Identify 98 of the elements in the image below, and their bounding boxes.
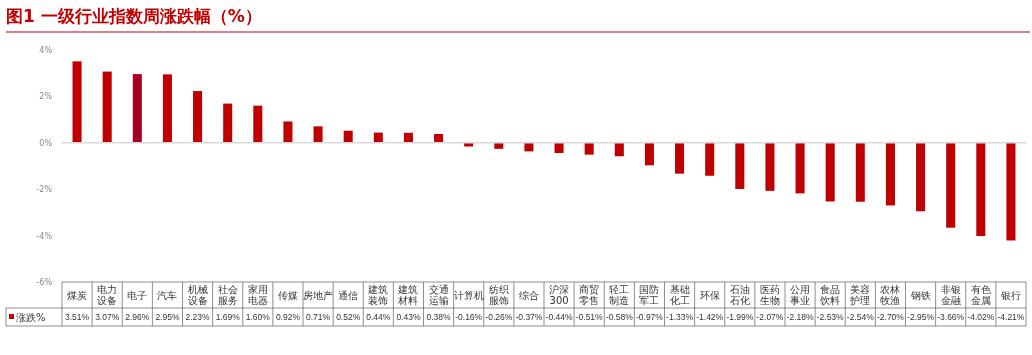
x-tick-label: 计算机 [453, 289, 484, 301]
x-tick-label: 美容护理 [849, 284, 871, 306]
x-tick-label: 国防军工 [639, 284, 660, 306]
bar [675, 142, 685, 174]
y-tick-label: -4% [36, 231, 53, 241]
x-tick-label: 食品饮料 [819, 284, 841, 306]
data-label: -2.95% [907, 312, 935, 322]
data-label: 0.38% [426, 312, 452, 322]
bar [283, 121, 293, 143]
x-tick-label: 电力设备 [97, 284, 118, 306]
data-label: 2.96% [125, 312, 150, 322]
x-tick-label: 交通运输 [428, 284, 449, 306]
bar [1006, 142, 1016, 241]
chart-title: 图1 一级行业指数周涨跌幅（%） [6, 6, 262, 26]
bar [644, 142, 654, 166]
data-label: -3.66% [937, 312, 965, 322]
x-tick-label: 非银金融 [940, 284, 961, 306]
bar [313, 126, 323, 143]
bar [916, 142, 926, 212]
data-label: -0.26% [485, 312, 513, 322]
data-label: -0.16% [455, 312, 483, 322]
bar [132, 74, 142, 143]
x-tick-label: 钢铁 [909, 289, 931, 301]
bar [584, 142, 594, 155]
data-label: -0.51% [575, 312, 604, 322]
data-label: 0.52% [336, 312, 361, 322]
x-tick-label: 石油石化 [729, 284, 750, 306]
bar [253, 105, 263, 143]
bar [825, 142, 835, 202]
x-tick-label: 煤炭 [67, 289, 88, 301]
legend-label: 涨跌% [16, 312, 46, 323]
data-label: 2.23% [185, 312, 211, 322]
x-tick-label: 公用事业 [790, 284, 811, 306]
x-tick-label: 沪深300 [549, 284, 570, 306]
bar [403, 132, 413, 143]
data-label: -2.53% [816, 312, 845, 322]
bar [72, 61, 82, 143]
bar [765, 142, 775, 191]
data-label: 0.71% [306, 312, 331, 322]
x-tick-label: 房地产 [303, 289, 334, 301]
bar [193, 91, 203, 143]
y-tick-label: 0% [39, 138, 53, 148]
bar [795, 142, 805, 194]
x-tick-label: 医药生物 [759, 284, 780, 306]
data-label: 3.51% [65, 312, 90, 322]
y-tick-label: -2% [36, 185, 53, 195]
bar [343, 130, 353, 143]
x-tick-label: 环保 [699, 289, 720, 301]
x-tick-label: 农林牧渔 [880, 284, 901, 306]
data-label: 3.07% [95, 312, 120, 322]
x-tick-label: 有色金属 [970, 284, 991, 306]
bar [434, 133, 444, 143]
data-label: -2.54% [846, 312, 875, 322]
data-label: -0.37% [515, 312, 543, 322]
x-tick-label: 综合 [518, 289, 539, 301]
bar [976, 142, 986, 237]
bar [223, 103, 233, 143]
data-label: -0.97% [635, 312, 664, 322]
data-label: 2.95% [155, 312, 180, 322]
data-label: 0.92% [275, 312, 301, 322]
data-label: 1.69% [215, 312, 241, 322]
bar [885, 142, 895, 206]
data-label: -0.44% [545, 312, 573, 322]
x-tick-label: 纺织服饰 [488, 284, 509, 306]
y-tick-label: 4% [39, 46, 53, 55]
bar [946, 142, 956, 228]
bar [102, 71, 112, 143]
data-label: -1.42% [696, 312, 724, 322]
x-tick-label: 银行 [999, 289, 1021, 301]
bar [705, 142, 715, 176]
data-label: -0.58% [605, 312, 634, 322]
data-label: -1.99% [726, 312, 754, 322]
data-label: -2.70% [876, 312, 905, 322]
y-tick-label: 2% [39, 92, 53, 102]
data-label: 0.44% [366, 312, 391, 322]
bar [855, 142, 865, 202]
x-tick-label: 商贸零售 [579, 284, 600, 306]
x-tick-label: 建筑材料 [397, 284, 419, 306]
data-label: -4.02% [967, 312, 995, 322]
x-tick-label: 基础化工 [669, 284, 690, 306]
data-label: -4.21% [997, 312, 1025, 322]
x-tick-label: 通信 [338, 289, 359, 301]
bar [735, 142, 745, 189]
x-tick-label: 汽车 [157, 289, 178, 301]
x-tick-label: 电子 [127, 289, 148, 301]
x-tick-label: 机械设备 [187, 284, 208, 306]
data-label: -2.18% [786, 312, 814, 322]
bar [162, 74, 172, 143]
y-tick-label: -6% [36, 278, 53, 287]
data-label: 0.43% [396, 312, 421, 322]
data-label: 1.60% [245, 312, 271, 322]
x-tick-label: 轻工制造 [609, 284, 630, 306]
x-tick-label: 社会服务 [217, 284, 238, 306]
x-tick-label: 建筑装饰 [367, 284, 389, 306]
data-label: -2.07% [756, 312, 784, 322]
x-tick-label: 家用电器 [247, 284, 268, 306]
data-label: -1.33% [666, 312, 694, 322]
x-tick-label: 传媒 [277, 289, 298, 301]
